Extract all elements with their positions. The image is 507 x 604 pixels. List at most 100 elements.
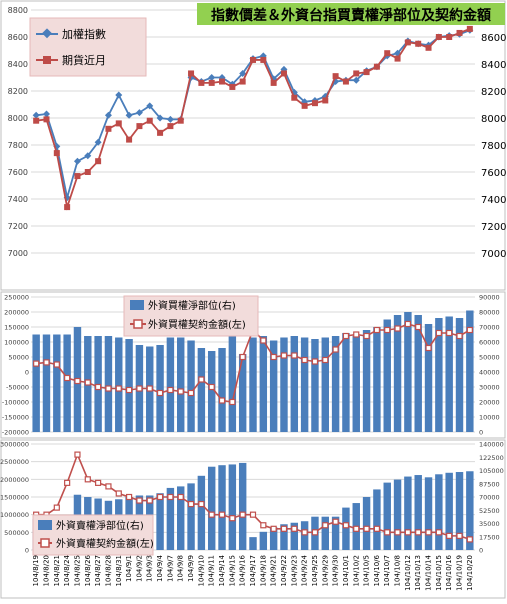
y-tick-label-right: 7400 xyxy=(481,195,506,206)
bar xyxy=(383,319,391,432)
x-tick-label: 104/10/6 xyxy=(373,554,381,586)
point-amount xyxy=(115,490,122,497)
point-amount xyxy=(43,359,50,366)
point-futures xyxy=(188,70,195,77)
point-amount xyxy=(435,529,442,536)
point-amount xyxy=(270,525,277,532)
bar xyxy=(269,527,278,550)
bar xyxy=(238,462,247,550)
legend-marker-futures xyxy=(43,56,51,64)
x-tick-label: 104/10/8 xyxy=(394,555,402,586)
x-tick-label: 104/10/20 xyxy=(466,555,474,591)
x-tick-label: 104/8/20 xyxy=(42,555,50,586)
point-amount xyxy=(260,522,267,529)
point-futures xyxy=(404,39,411,46)
point-futures xyxy=(177,117,184,124)
point-futures xyxy=(250,56,256,63)
x-tick-label: 104/9/29 xyxy=(321,555,329,586)
point-amount xyxy=(156,389,164,397)
legend-box xyxy=(29,17,147,77)
point-futures xyxy=(322,97,329,104)
point-futures xyxy=(435,34,442,40)
y-tick-label-left: 8200 xyxy=(8,87,28,96)
x-tick-label: 104/8/28 xyxy=(104,555,112,586)
x-tick-label: 104/9/9 xyxy=(187,555,195,582)
y-tick-label-right: 7800 xyxy=(481,141,506,152)
panel-1: 7000 7200 7400 7600 7800 8000 8200 8400 8600 8800… xyxy=(8,6,507,260)
point-futures xyxy=(415,40,422,47)
point-index xyxy=(352,76,360,84)
point-amount xyxy=(84,379,91,386)
y-tick-label-left: 7600 xyxy=(8,168,28,177)
x-tick-label: 104/9/17 xyxy=(249,555,257,586)
bar xyxy=(238,354,247,432)
point-amount xyxy=(363,332,370,340)
y-tick-label-right: 7600 xyxy=(481,168,506,179)
y-tick-label-left: 150000 xyxy=(4,324,29,332)
point-amount xyxy=(95,383,102,391)
point-index xyxy=(115,91,123,99)
point-index xyxy=(156,114,164,122)
point-amount xyxy=(394,529,401,536)
bar xyxy=(42,334,51,432)
point-amount xyxy=(167,493,174,501)
y-tick-label-left: 2000000 xyxy=(0,476,29,484)
bar xyxy=(269,340,278,432)
x-tick-label: 104/9/8 xyxy=(177,555,185,582)
point-amount xyxy=(167,386,174,394)
x-tick-label: 104/9/24 xyxy=(301,554,309,586)
bar xyxy=(218,465,226,550)
y-tick-label-left: 8600 xyxy=(8,33,28,42)
x-tick-label: 104/9/15 xyxy=(228,555,236,586)
y-tick-label-left: 8400 xyxy=(8,60,28,69)
point-amount xyxy=(249,511,257,518)
point-amount xyxy=(415,323,422,331)
y-tick-label-right: 20000 xyxy=(479,399,500,407)
point-futures xyxy=(394,55,401,62)
y-tick-label-left: 7000 xyxy=(8,249,28,258)
point-amount xyxy=(353,525,360,532)
bar xyxy=(362,497,371,550)
x-tick-label: 104/9/14 xyxy=(218,554,226,586)
point-amount xyxy=(84,476,91,483)
point-futures xyxy=(270,79,277,86)
point-index xyxy=(73,157,81,165)
x-tick-label: 104/9/18 xyxy=(259,555,267,586)
legend-label-futures: 期貨近月 xyxy=(62,53,106,67)
point-amount xyxy=(125,493,133,501)
bar xyxy=(290,522,299,550)
x-tick-label: 104/8/27 xyxy=(94,555,102,586)
point-index xyxy=(94,138,102,146)
y-tick-label-left: 100000 xyxy=(4,339,29,347)
x-tick-label: 104/9/23 xyxy=(290,555,298,586)
point-futures xyxy=(146,117,153,124)
point-amount xyxy=(239,511,246,518)
bar xyxy=(156,493,164,550)
point-amount xyxy=(146,385,153,392)
y-tick-label-left: 8000 xyxy=(8,114,28,123)
bar xyxy=(177,337,185,432)
bar xyxy=(404,476,412,550)
point-futures xyxy=(311,100,318,107)
x-tick-label: 104/9/21 xyxy=(270,555,278,586)
point-amount xyxy=(156,493,164,501)
y-tick-label-right: 40000 xyxy=(479,369,500,377)
bar xyxy=(300,337,309,432)
y-tick-label-left: -200000 xyxy=(2,429,29,437)
bar xyxy=(156,345,164,432)
x-tick-label: 104/8/19 xyxy=(32,555,40,586)
legend-marker-call-amount xyxy=(133,319,143,329)
point-amount xyxy=(64,479,71,486)
legend-panel-2: 外資買權淨部位(右) 外資買權契約金額(左) xyxy=(123,295,259,337)
point-amount xyxy=(301,356,308,364)
x-tick-label: 104/9/25 xyxy=(311,555,319,586)
bar xyxy=(404,312,412,432)
y-tick-label-right: 8000 xyxy=(481,114,506,125)
point-futures xyxy=(126,136,133,143)
x-tick-label: 104/9/2 xyxy=(135,555,143,582)
y-tick-label-left: -50000 xyxy=(6,384,29,392)
bar xyxy=(259,336,268,432)
point-futures xyxy=(208,79,215,86)
